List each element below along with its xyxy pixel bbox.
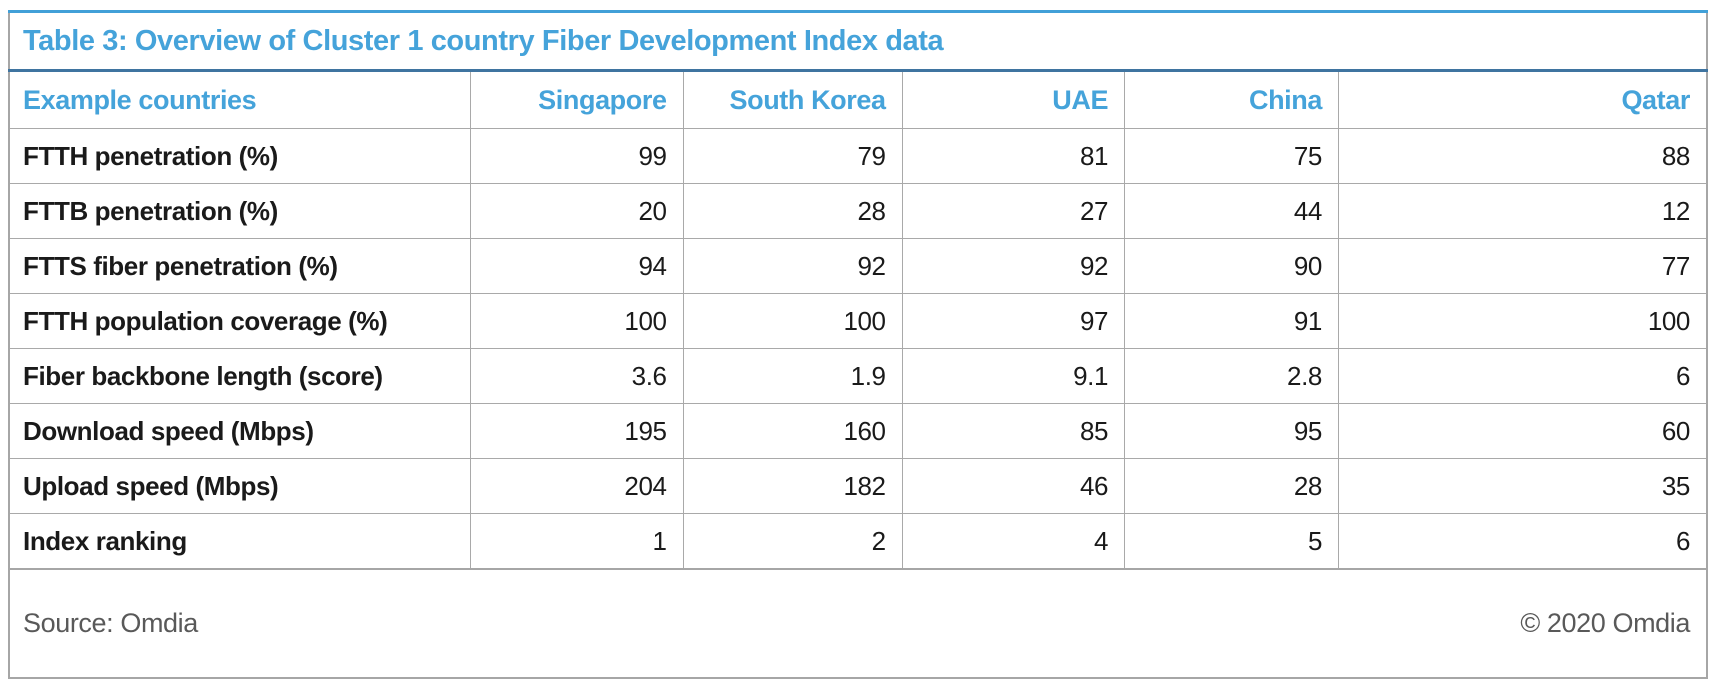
cell-value: 79 <box>682 128 903 184</box>
cell-value: 1.9 <box>682 348 903 404</box>
cell-value: 182 <box>682 458 903 514</box>
row-label: FTTS fiber penetration (%) <box>8 238 472 294</box>
row-label: FTTB penetration (%) <box>8 183 472 239</box>
table-header-row: Example countries Singapore South Korea UA… <box>8 70 1708 129</box>
cell-value: 46 <box>901 458 1126 514</box>
cell-value: 95 <box>1124 403 1339 459</box>
table-footer-row: Source: Omdia © 2020 Omdia <box>9 568 1707 678</box>
table-row: Upload speed (Mbps) 204 182 46 28 35 <box>8 458 1708 514</box>
table-title-row: Table 3: Overview of Cluster 1 country F… <box>9 11 1707 72</box>
cell-value: 204 <box>470 458 684 514</box>
column-header: Qatar <box>1338 70 1708 129</box>
table-row: Fiber backbone length (score) 3.6 1.9 9.1 2.… <box>8 348 1708 404</box>
cell-value: 160 <box>682 403 903 459</box>
row-label: Index ranking <box>8 513 472 570</box>
cell-value: 12 <box>1338 183 1708 239</box>
table-title: Table 3: Overview of Cluster 1 country F… <box>9 11 1707 72</box>
table-row: FTTH population coverage (%) 100 100 97 91 10… <box>8 293 1708 349</box>
cell-value: 9.1 <box>901 348 1126 404</box>
cell-value: 100 <box>682 293 903 349</box>
cell-value: 28 <box>682 183 903 239</box>
table-row: FTTH penetration (%) 99 79 81 75 88 <box>8 128 1708 184</box>
row-label: Fiber backbone length (score) <box>8 348 472 404</box>
table-row: Download speed (Mbps) 195 160 85 95 60 <box>8 403 1708 459</box>
cell-value: 27 <box>901 183 1126 239</box>
cell-value: 75 <box>1124 128 1339 184</box>
row-label: Upload speed (Mbps) <box>8 458 472 514</box>
cell-value: 6 <box>1338 513 1708 570</box>
data-table: Table 3: Overview of Cluster 1 country F… <box>8 10 1708 679</box>
cell-value: 97 <box>901 293 1126 349</box>
cell-value: 4 <box>901 513 1126 570</box>
cell-value: 77 <box>1338 238 1708 294</box>
cell-value: 99 <box>470 128 684 184</box>
row-label: FTTH population coverage (%) <box>8 293 472 349</box>
cell-value: 2.8 <box>1124 348 1339 404</box>
cell-value: 2 <box>682 513 903 570</box>
cell-value: 35 <box>1338 458 1708 514</box>
cell-value: 88 <box>1338 128 1708 184</box>
cell-value: 60 <box>1338 403 1708 459</box>
cell-value: 1 <box>470 513 684 570</box>
table-row: Index ranking 1 2 4 5 6 <box>8 513 1708 570</box>
header-example-countries: Example countries <box>8 70 472 129</box>
cell-value: 100 <box>1338 293 1708 349</box>
cell-value: 20 <box>470 183 684 239</box>
column-header: South Korea <box>682 70 903 129</box>
cell-value: 44 <box>1124 183 1339 239</box>
fiber-development-index-table: Table 3: Overview of Cluster 1 country F… <box>8 10 1708 679</box>
source-note: Source: Omdia <box>9 568 903 678</box>
cell-value: 90 <box>1124 238 1339 294</box>
cell-value: 94 <box>470 238 684 294</box>
column-header: China <box>1124 70 1339 129</box>
cell-value: 28 <box>1124 458 1339 514</box>
cell-value: 85 <box>901 403 1126 459</box>
cell-value: 91 <box>1124 293 1339 349</box>
column-header: Singapore <box>470 70 684 129</box>
table-row: FTTS fiber penetration (%) 94 92 92 90 77 <box>8 238 1708 294</box>
column-header: UAE <box>901 70 1126 129</box>
cell-value: 6 <box>1338 348 1708 404</box>
cell-value: 5 <box>1124 513 1339 570</box>
copyright-note: © 2020 Omdia <box>902 568 1707 678</box>
row-label: FTTH penetration (%) <box>8 128 472 184</box>
cell-value: 92 <box>682 238 903 294</box>
cell-value: 92 <box>901 238 1126 294</box>
table-row: FTTB penetration (%) 20 28 27 44 12 <box>8 183 1708 239</box>
cell-value: 3.6 <box>470 348 684 404</box>
row-label: Download speed (Mbps) <box>8 403 472 459</box>
cell-value: 100 <box>470 293 684 349</box>
cell-value: 195 <box>470 403 684 459</box>
cell-value: 81 <box>901 128 1126 184</box>
